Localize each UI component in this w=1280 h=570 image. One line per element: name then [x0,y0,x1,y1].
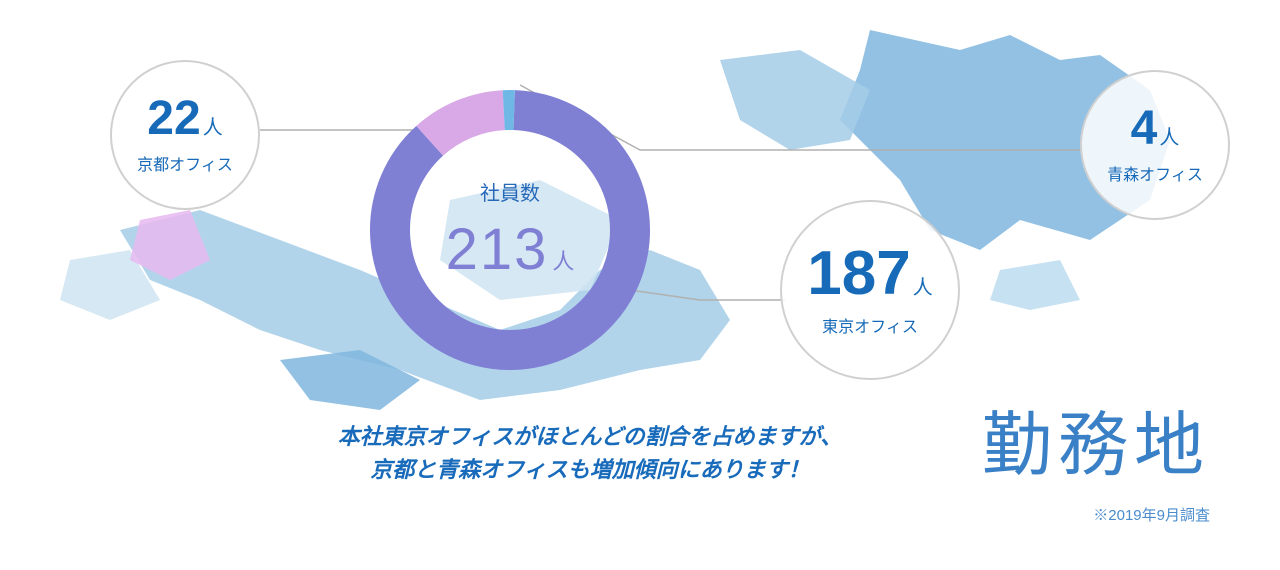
donut-label: 社員数 [446,177,575,206]
callout-number: 4 [1131,102,1158,155]
caption-line2: 京都と青森オフィスも増加傾向にあります！ [370,457,810,482]
callout-num-row: 187人 [807,243,932,305]
callout-tokyo: 187人 東京オフィス [780,200,960,380]
page-title: 勤務地 [982,389,1210,490]
callout-unit: 人 [203,117,223,139]
caption-line1: 本社東京オフィスがほとんどの割合を占めますが、 [338,424,842,449]
callout-office: 青森オフィス [1107,161,1203,185]
caption: 本社東京オフィスがほとんどの割合を占めますが、 京都と青森オフィスも増加傾向にあ… [270,420,910,486]
callout-unit: 人 [913,277,933,299]
donut-total-row: 213人 [446,216,575,283]
callout-num-row: 4人 [1131,105,1180,153]
callout-circle: 187人 東京オフィス [780,200,960,380]
donut-seg-kyoto [430,110,504,141]
donut-unit: 人 [552,249,574,274]
callout-number: 187 [807,239,910,308]
callout-office: 京都オフィス [137,151,233,175]
employee-donut-chart: 社員数 213人 [360,80,660,380]
callout-circle: 22人 京都オフィス [110,60,260,210]
survey-note: ※2019年9月調査 [1093,504,1210,525]
callout-unit: 人 [1159,127,1179,149]
callout-number: 22 [147,92,200,145]
donut-total: 213 [446,217,549,282]
callout-circle: 4人 青森オフィス [1080,70,1230,220]
donut-center: 社員数 213人 [446,177,575,283]
callout-num-row: 22人 [147,95,222,143]
callout-aomori: 4人 青森オフィス [1080,70,1230,220]
callout-office: 東京オフィス [822,313,918,337]
callout-kyoto: 22人 京都オフィス [110,60,260,210]
